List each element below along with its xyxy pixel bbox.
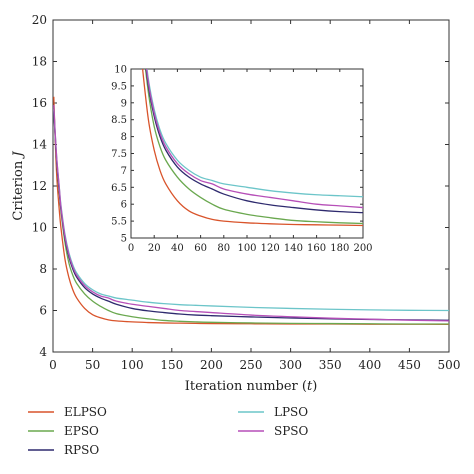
x-tick-label: 200 bbox=[200, 358, 223, 372]
inset-y-tick-label: 8.5 bbox=[111, 115, 127, 126]
x-axis-label: Iteration number (t) bbox=[185, 379, 318, 394]
series-line-spso bbox=[53, 105, 450, 322]
x-tick-label: 150 bbox=[160, 358, 183, 372]
inset-x-tick-label: 120 bbox=[261, 243, 280, 254]
legend-label-spso: SPSO bbox=[274, 424, 309, 438]
inset-series-line-epso bbox=[144, 69, 363, 225]
x-tick-label: 300 bbox=[279, 358, 302, 372]
x-tick-label: 250 bbox=[240, 358, 263, 372]
inset-plot-background bbox=[131, 69, 363, 238]
inset-x-tick-label: 80 bbox=[217, 243, 230, 254]
inset-x-tick-label: 100 bbox=[237, 243, 256, 254]
inset-y-tick-label: 9.5 bbox=[111, 81, 127, 92]
y-tick-label: 8 bbox=[39, 262, 47, 276]
y-tick-label: 10 bbox=[32, 221, 47, 235]
legend-label-epso: EPSO bbox=[64, 424, 99, 438]
inset-y-tick-label: 7 bbox=[121, 166, 127, 177]
inset-x-tick-label: 200 bbox=[353, 243, 372, 254]
y-tick-label: 6 bbox=[39, 304, 47, 318]
legend-label-elpso: ELPSO bbox=[64, 405, 107, 419]
x-tick-label: 500 bbox=[438, 358, 461, 372]
inset-series-line-elpso bbox=[141, 69, 363, 227]
y-tick-label: 4 bbox=[39, 345, 47, 359]
inset-series-line-rpso bbox=[145, 69, 363, 214]
y-axis-label: Criterion J bbox=[11, 151, 26, 221]
inset-y-tick-label: 6 bbox=[121, 200, 127, 211]
inset-series-line-spso bbox=[145, 69, 363, 209]
inset-y-tick-label: 7.5 bbox=[111, 149, 127, 160]
inset-y-tick-label: 10 bbox=[114, 65, 127, 76]
inset-y-tick-label: 9 bbox=[121, 98, 127, 109]
inset-x-tick-label: 0 bbox=[128, 243, 134, 254]
y-tick-label: 14 bbox=[32, 138, 48, 152]
inset-x-tick-label: 140 bbox=[284, 243, 303, 254]
x-tick-label: 450 bbox=[398, 358, 421, 372]
inset-y-tick-label: 5 bbox=[121, 234, 127, 245]
y-tick-label: 12 bbox=[32, 179, 47, 193]
x-tick-label: 100 bbox=[121, 358, 144, 372]
x-tick-label: 400 bbox=[358, 358, 381, 372]
x-tick-label: 350 bbox=[319, 358, 342, 372]
inset-y-tick-label: 5.5 bbox=[111, 217, 127, 228]
inset-x-tick-label: 20 bbox=[148, 243, 161, 254]
x-tick-label: 50 bbox=[85, 358, 100, 372]
inset-x-tick-label: 180 bbox=[330, 243, 349, 254]
y-tick-label: 20 bbox=[32, 13, 47, 27]
y-tick-label: 16 bbox=[32, 96, 47, 110]
legend: ELPSO EPSO RPSO LPSO SPSO bbox=[28, 405, 309, 457]
inset-x-tick-label: 160 bbox=[307, 243, 326, 254]
inset-y-tick-label: 6.5 bbox=[111, 183, 127, 194]
x-tick-label: 0 bbox=[49, 358, 57, 372]
inset-y-tick-label: 8 bbox=[121, 132, 127, 143]
legend-label-rpso: RPSO bbox=[64, 443, 99, 457]
inset-x-tick-label: 40 bbox=[171, 243, 184, 254]
inset-x-tick-label: 60 bbox=[194, 243, 207, 254]
inset-series-line-lpso bbox=[146, 69, 363, 198]
y-tick-label: 18 bbox=[32, 55, 47, 69]
legend-label-lpso: LPSO bbox=[274, 405, 308, 419]
